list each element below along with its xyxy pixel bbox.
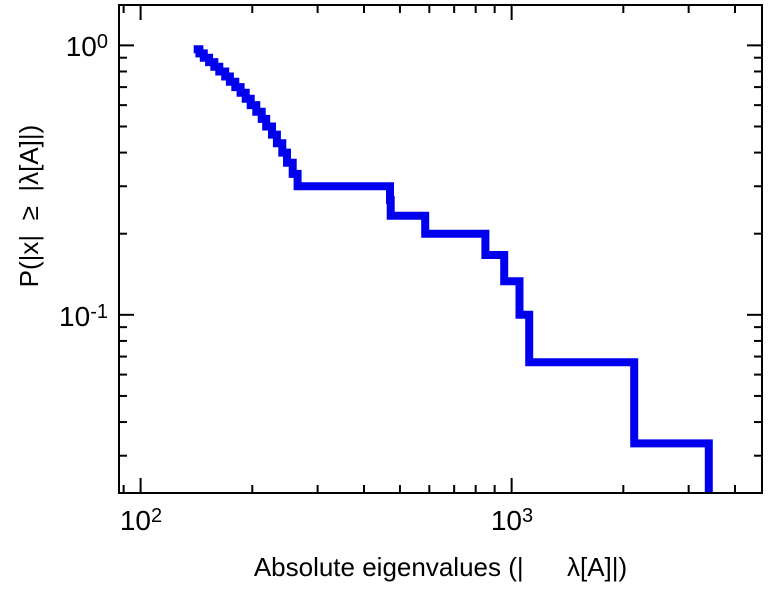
x-axis-label: Absolute eigenvalues (| λ[A]|) xyxy=(253,552,628,582)
tick-exponent: 0 xyxy=(96,31,108,53)
tick-base: 10 xyxy=(65,31,97,62)
plot-area xyxy=(118,4,763,494)
tick-base: 10 xyxy=(59,301,91,332)
tick-exponent: -1 xyxy=(90,301,108,323)
tick-base: 10 xyxy=(490,505,523,536)
y-axis-label: P(|x| ≥ |λ[A]|) xyxy=(14,124,44,288)
ccdf-step-plot xyxy=(120,6,761,492)
y-tick-label-0-1: 10-1 xyxy=(16,296,108,333)
tick-exponent: 3 xyxy=(522,505,534,527)
tick-base: 10 xyxy=(119,505,152,536)
tick-exponent: 2 xyxy=(151,505,163,527)
x-tick-label-100: 102 xyxy=(96,500,186,537)
ccdf-curve xyxy=(193,45,713,492)
x-tick-label-1000: 103 xyxy=(467,500,557,537)
y-tick-label-1: 100 xyxy=(16,26,108,63)
